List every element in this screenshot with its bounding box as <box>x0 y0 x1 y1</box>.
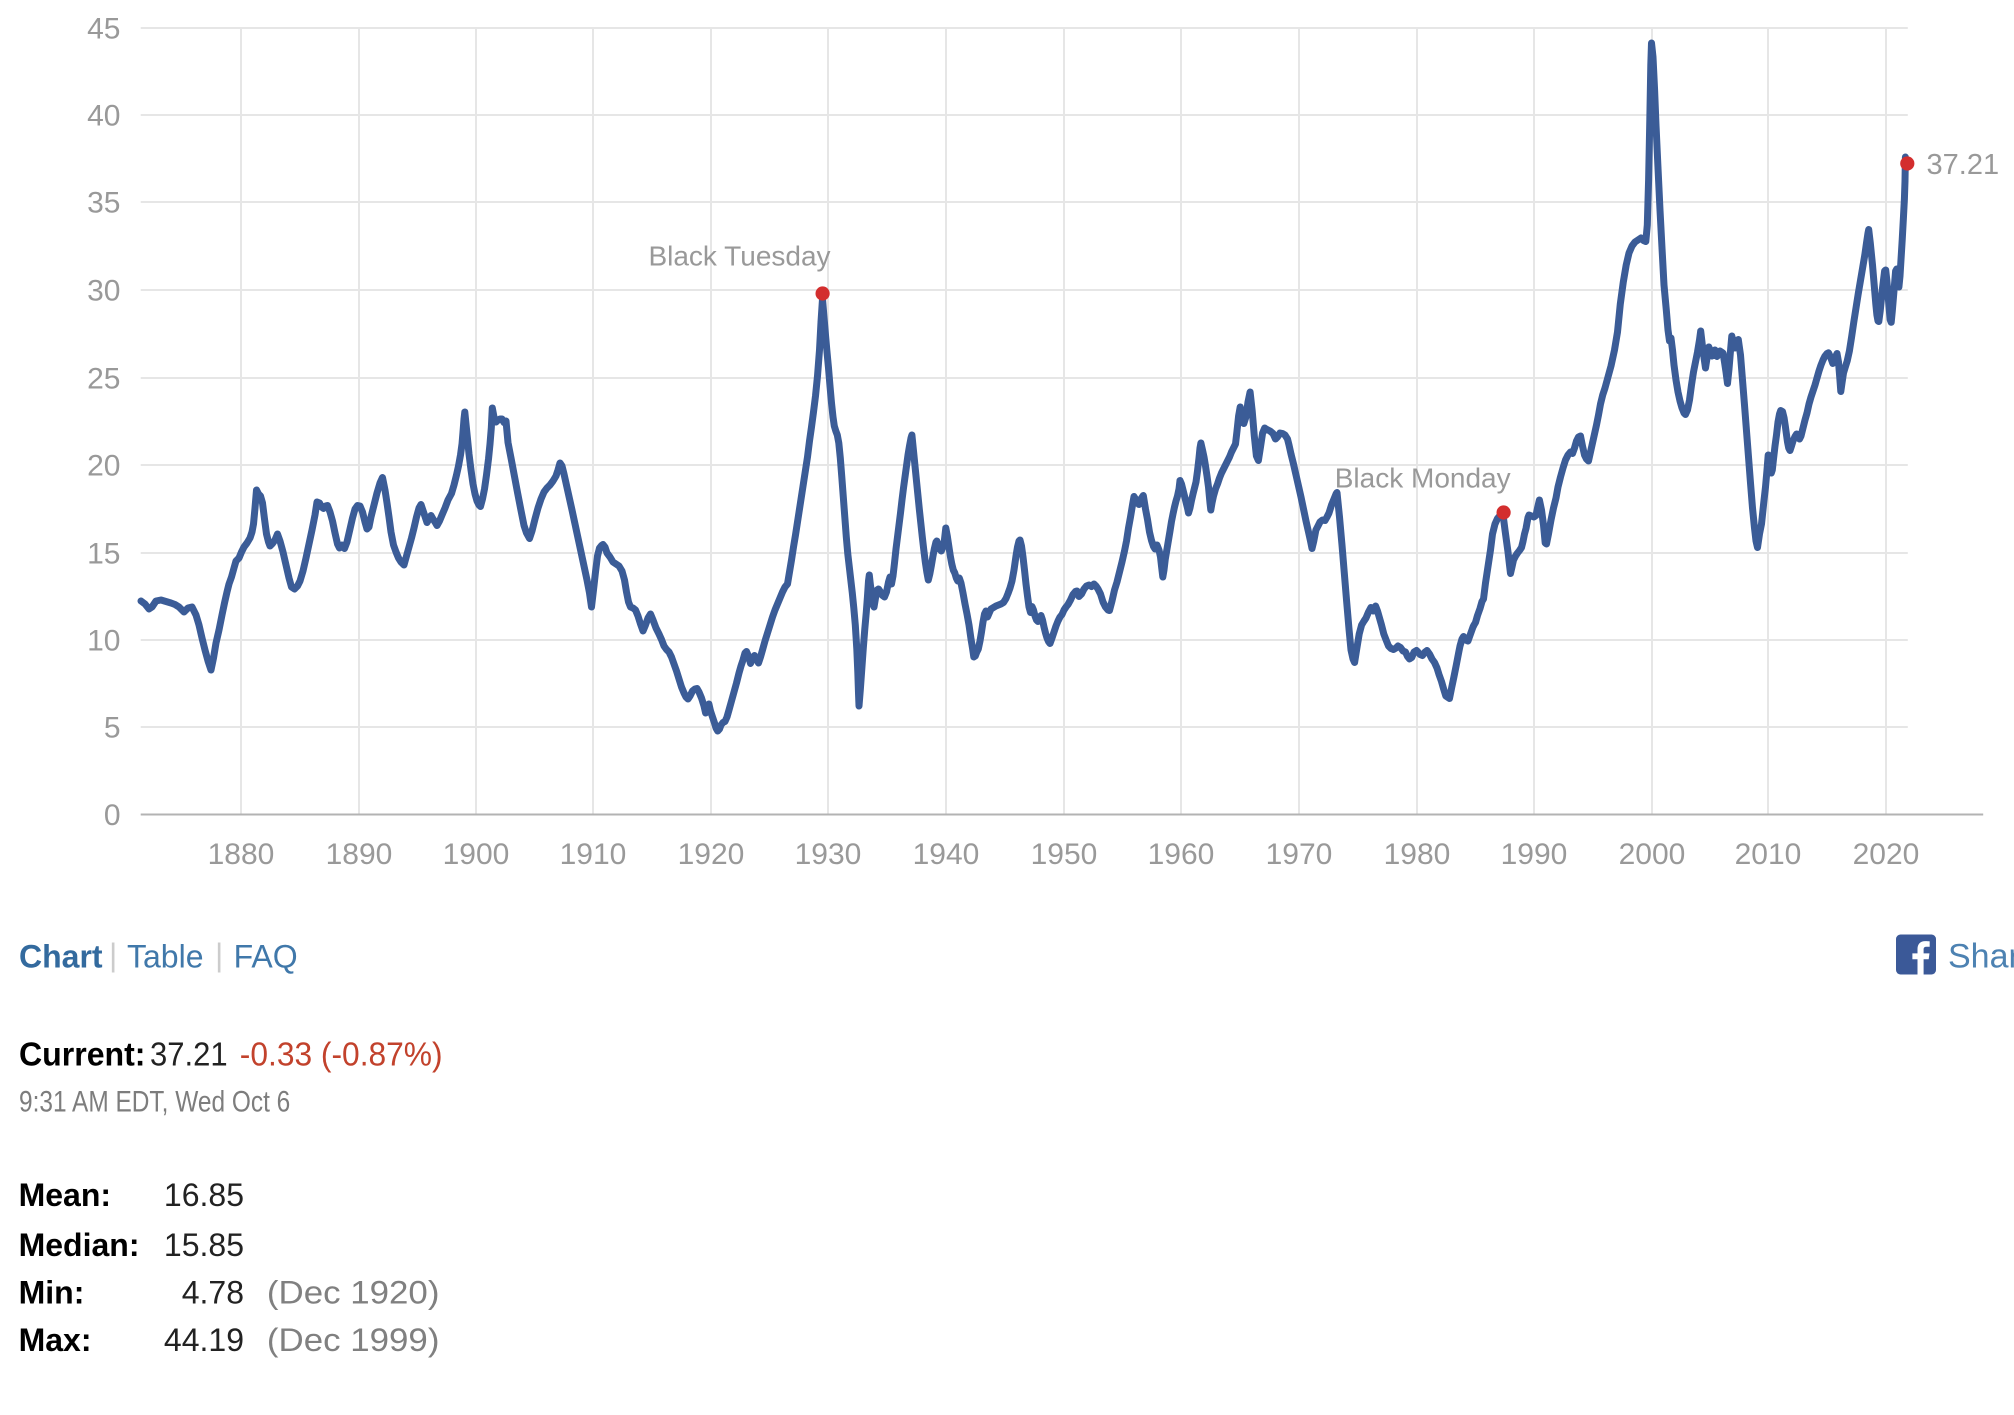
svg-text:1940: 1940 <box>913 838 980 871</box>
svg-text:|: | <box>215 937 223 973</box>
svg-text:1920: 1920 <box>678 838 745 871</box>
svg-text:1900: 1900 <box>443 838 510 871</box>
svg-text:5: 5 <box>104 712 121 745</box>
svg-text:1930: 1930 <box>795 838 862 871</box>
svg-text:Mean:: Mean: <box>19 1177 111 1213</box>
svg-text:FAQ: FAQ <box>234 939 298 975</box>
svg-text:1990: 1990 <box>1501 838 1568 871</box>
svg-text:2000: 2000 <box>1619 838 1686 871</box>
svg-text:15: 15 <box>87 538 120 571</box>
svg-text:1880: 1880 <box>208 838 275 871</box>
svg-text:1890: 1890 <box>326 838 393 871</box>
svg-text:Max:: Max: <box>19 1322 92 1358</box>
svg-text:Min:: Min: <box>19 1275 85 1311</box>
svg-text:10: 10 <box>87 625 120 658</box>
svg-text:16.85: 16.85 <box>164 1177 244 1213</box>
svg-text:15.85: 15.85 <box>164 1227 244 1263</box>
svg-text:37.21: 37.21 <box>150 1036 228 1073</box>
svg-text:Black Tuesday: Black Tuesday <box>648 241 830 272</box>
svg-text:(Dec 1999): (Dec 1999) <box>267 1323 440 1358</box>
svg-text:40: 40 <box>87 100 120 133</box>
svg-text:Share: Share <box>1948 938 2014 976</box>
svg-text:-0.33 (-0.87%): -0.33 (-0.87%) <box>240 1036 443 1073</box>
svg-text:Table: Table <box>127 939 204 975</box>
svg-text:45: 45 <box>87 13 120 46</box>
svg-text:Black Monday: Black Monday <box>1335 463 1511 494</box>
svg-text:2020: 2020 <box>1853 838 1920 871</box>
svg-text:|: | <box>109 937 117 973</box>
svg-text:35: 35 <box>87 187 120 220</box>
svg-text:(Dec 1920): (Dec 1920) <box>267 1276 440 1311</box>
svg-text:0: 0 <box>104 799 121 832</box>
svg-text:4.78: 4.78 <box>182 1275 244 1311</box>
svg-text:1970: 1970 <box>1266 838 1333 871</box>
svg-text:2010: 2010 <box>1735 838 1802 871</box>
svg-text:1960: 1960 <box>1148 838 1215 871</box>
svg-text:25: 25 <box>87 363 120 396</box>
svg-text:Chart: Chart <box>19 939 103 975</box>
svg-text:1910: 1910 <box>560 838 627 871</box>
svg-text:37.21: 37.21 <box>1927 149 2000 181</box>
svg-text:30: 30 <box>87 275 120 308</box>
svg-text:9:31 AM EDT, Wed Oct 6: 9:31 AM EDT, Wed Oct 6 <box>19 1084 290 1118</box>
svg-text:Median:: Median: <box>19 1227 140 1263</box>
svg-text:20: 20 <box>87 450 120 483</box>
svg-text:1980: 1980 <box>1384 838 1451 871</box>
svg-text:Current:: Current: <box>19 1036 145 1073</box>
svg-text:44.19: 44.19 <box>164 1322 244 1358</box>
svg-text:1950: 1950 <box>1031 838 1098 871</box>
